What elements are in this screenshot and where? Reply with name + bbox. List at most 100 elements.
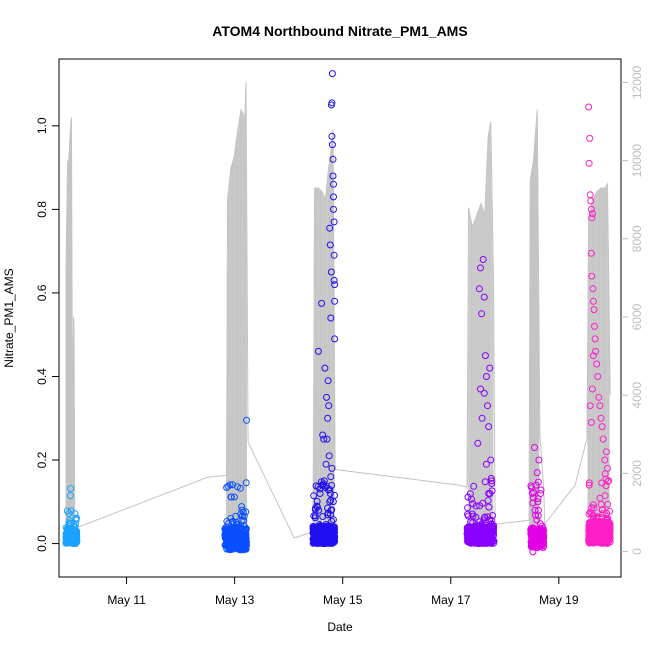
- y-right-tick-label: 2000: [630, 460, 644, 487]
- data-point: [586, 402, 594, 410]
- data-point: [313, 523, 321, 531]
- data-point: [314, 483, 322, 491]
- data-point: [486, 364, 494, 372]
- data-point: [479, 256, 487, 263]
- data-point: [327, 496, 335, 504]
- data-point: [477, 264, 484, 272]
- data-point: [238, 512, 246, 520]
- data-point: [590, 306, 598, 314]
- data-point: [318, 478, 325, 486]
- data-point: [587, 197, 595, 205]
- data-point: [482, 373, 490, 380]
- y-tick-label: 0.2: [35, 451, 49, 468]
- data-point: [468, 534, 476, 541]
- y-tick-label: 0.6: [35, 284, 49, 301]
- data-point: [326, 224, 334, 232]
- y-right-tick-label: 12000: [630, 65, 644, 99]
- data-point: [591, 322, 598, 330]
- data-point: [314, 347, 322, 355]
- altitude-segment-7: [495, 519, 530, 525]
- data-point: [589, 297, 597, 305]
- y-tick-label: 0.4: [35, 368, 49, 385]
- data-point: [601, 456, 609, 464]
- data-point: [310, 512, 318, 520]
- data-point: [331, 281, 339, 289]
- y-right-tick-label: 6000: [630, 303, 644, 330]
- data-point: [585, 481, 593, 489]
- data-point: [587, 205, 595, 213]
- data-point: [63, 524, 71, 532]
- series-4: [527, 444, 548, 556]
- data-point: [65, 538, 73, 546]
- data-point: [467, 518, 475, 526]
- y-right-tick-label: 4000: [630, 382, 644, 409]
- data-point: [487, 521, 495, 528]
- data-point: [602, 531, 610, 538]
- data-point: [224, 482, 232, 490]
- data-point: [71, 510, 79, 518]
- data-point: [237, 510, 245, 518]
- data-point: [474, 439, 482, 447]
- data-point: [535, 456, 543, 464]
- y-axis-right: 0 2000 4000 6000 8000 10000 12000: [621, 65, 644, 555]
- data-point: [589, 352, 597, 360]
- data-point: [588, 210, 596, 218]
- data-point: [330, 180, 337, 188]
- data-point: [586, 191, 594, 199]
- data-point: [590, 514, 597, 522]
- data-point: [470, 482, 478, 490]
- data-point: [327, 511, 334, 519]
- data-point: [466, 532, 474, 540]
- data-point: [222, 523, 230, 531]
- data-point: [485, 423, 493, 431]
- data-point: [536, 520, 544, 528]
- data-point: [592, 347, 600, 355]
- data-point: [327, 314, 335, 322]
- altitude-spikes-4: [529, 112, 540, 542]
- data-point: [312, 537, 320, 545]
- altitude-spikes-3: [467, 126, 494, 541]
- data-point: [309, 523, 317, 530]
- x-axis-label: Date: [327, 620, 353, 634]
- data-point: [533, 469, 541, 477]
- data-point: [595, 393, 603, 401]
- data-point: [532, 511, 539, 519]
- data-point: [326, 498, 334, 506]
- data-point: [596, 402, 604, 410]
- x-tick-label: May 19: [539, 593, 579, 607]
- data-point: [328, 99, 336, 107]
- data-point: [323, 435, 331, 443]
- data-point: [603, 515, 611, 523]
- y-right-tick-label: 10000: [630, 144, 644, 178]
- series-0: [62, 485, 81, 547]
- data-point: [477, 523, 485, 531]
- data-point: [238, 503, 246, 511]
- altitude-spikes-0: [65, 119, 76, 542]
- data-point: [484, 402, 491, 410]
- data-point: [589, 285, 597, 293]
- data-point: [223, 484, 231, 491]
- data-point: [326, 532, 334, 540]
- data-point: [475, 285, 483, 293]
- data-point: [531, 506, 539, 514]
- data-point: [328, 70, 336, 78]
- data-point: [481, 478, 489, 486]
- data-point: [320, 477, 328, 485]
- data-point: [590, 512, 598, 520]
- data-point: [529, 494, 537, 502]
- x-tick-label: May 11: [107, 593, 146, 607]
- altitude-spikes-1: [226, 90, 247, 542]
- data-point: [469, 510, 476, 518]
- data-point: [480, 293, 488, 301]
- data-point: [324, 504, 332, 512]
- data-point: [310, 492, 318, 500]
- data-point: [529, 524, 537, 532]
- data-point: [319, 513, 327, 520]
- y-axis-label: Nitrate_PM1_AMS: [2, 268, 16, 367]
- data-point: [70, 525, 78, 533]
- data-point: [224, 543, 231, 551]
- data-point: [232, 525, 240, 533]
- data-point: [481, 514, 488, 522]
- series-3: [463, 256, 498, 547]
- x-tick-label: May 13: [215, 593, 255, 607]
